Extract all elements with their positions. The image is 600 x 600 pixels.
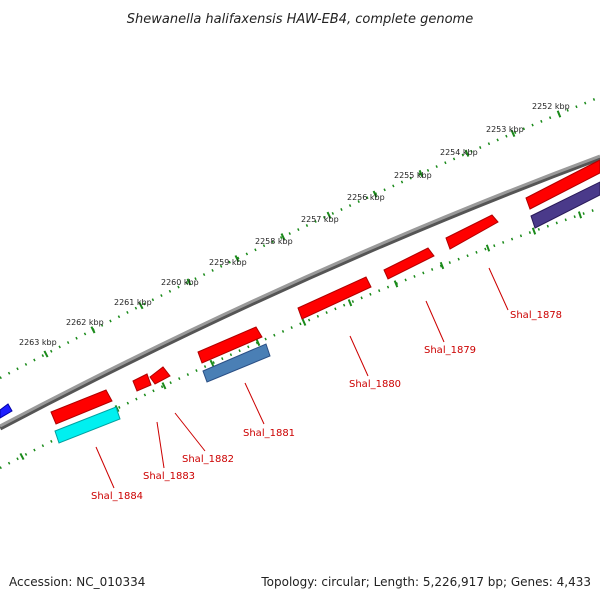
- gene-label: Shal_1880: [349, 379, 401, 390]
- outer-major-ticks: [43, 110, 562, 358]
- outer-dotted-ring: [0, 95, 600, 380]
- gene-track-inner: [54, 181, 600, 444]
- kbp-label: 2255 kbp: [394, 171, 432, 180]
- genome-backbone: [0, 154, 600, 428]
- kbp-label: 2257 kbp: [301, 215, 339, 224]
- kbp-label: 2254 kbp: [440, 148, 478, 157]
- gene-feature-purple: [530, 181, 600, 229]
- gene-shal-1883: [132, 373, 152, 392]
- kbp-labels: 2252 kbp 2253 kbp 2254 kbp 2255 kbp 2256…: [19, 102, 570, 347]
- gene-label: Shal_1882: [182, 454, 234, 465]
- kbp-major-tick: [209, 359, 215, 367]
- leader-line: [174, 412, 206, 452]
- kbp-major-tick: [186, 278, 192, 286]
- genome-summary-text: Topology: circular; Length: 5,226,917 bp…: [261, 575, 591, 589]
- kbp-label: 2252 kbp: [532, 102, 570, 111]
- kbp-major-tick: [234, 255, 240, 263]
- gene-feature-cyan: [54, 406, 121, 444]
- kbp-major-tick: [556, 110, 562, 118]
- kbp-label: 2263 kbp: [19, 338, 57, 347]
- gene-label: Shal_1883: [143, 471, 195, 482]
- kbp-label: 2262 kbp: [66, 318, 104, 327]
- kbp-major-tick: [326, 211, 332, 219]
- gene-leader-lines: [95, 267, 509, 489]
- kbp-major-tick: [255, 338, 261, 347]
- kbp-major-tick: [464, 149, 470, 157]
- kbp-major-tick: [531, 227, 537, 235]
- genome-backbone-shadow: [0, 155, 600, 431]
- gene-label: Shal_1881: [243, 428, 295, 439]
- leader-line: [244, 382, 265, 425]
- kbp-major-tick: [301, 318, 307, 326]
- kbp-major-tick: [347, 299, 353, 307]
- leader-line: [425, 300, 445, 343]
- kbp-major-tick: [43, 350, 49, 358]
- kbp-major-tick: [439, 261, 445, 270]
- kbp-major-tick: [90, 326, 96, 334]
- kbp-label: 2261 kbp: [114, 298, 152, 307]
- gene-feature-blue: [0, 403, 13, 419]
- map-title: Shewanella halifaxensis HAW-EB4, complet…: [127, 12, 473, 27]
- leader-line: [488, 267, 509, 311]
- leader-line: [95, 446, 115, 489]
- kbp-major-tick: [372, 190, 378, 198]
- gene-shal-1884: [50, 389, 113, 425]
- kbp-major-tick: [418, 169, 424, 178]
- gene-track-outer: [0, 159, 600, 425]
- leader-line: [156, 421, 165, 469]
- kbp-major-tick: [485, 244, 491, 252]
- gene-feature-steel: [202, 343, 271, 383]
- gene-feature: [525, 159, 600, 210]
- gene-label: Shal_1878: [510, 310, 562, 321]
- kbp-major-tick: [577, 211, 583, 219]
- kbp-major-tick: [19, 452, 25, 461]
- accession-text: Accession: NC_010334: [9, 575, 146, 589]
- kbp-major-tick: [161, 382, 167, 390]
- kbp-label: 2253 kbp: [486, 125, 524, 134]
- gene-label: Shal_1884: [91, 491, 143, 502]
- kbp-label: 2258 kbp: [255, 237, 293, 246]
- leader-line: [349, 335, 369, 377]
- gene-shal-1882: [149, 366, 171, 385]
- outer-tick-ring: [0, 95, 600, 380]
- kbp-major-tick: [510, 129, 516, 138]
- kbp-major-tick: [280, 233, 286, 241]
- gene-shal-1879: [383, 247, 435, 280]
- gene-label: Shal_1879: [424, 345, 476, 356]
- kbp-major-tick: [138, 302, 144, 310]
- kbp-label: 2260 kbp: [161, 278, 199, 287]
- gene-shal-1878: [445, 214, 499, 250]
- gene-shal-1880: [297, 276, 372, 320]
- kbp-label: 2256 kbp: [347, 193, 385, 202]
- gene-shal-1881-outer: [197, 326, 263, 364]
- gene-labels: Shal_1878 Shal_1879 Shal_1880 Shal_1881 …: [91, 310, 562, 502]
- kbp-label: 2259 kbp: [209, 258, 247, 267]
- kbp-major-tick: [393, 280, 399, 288]
